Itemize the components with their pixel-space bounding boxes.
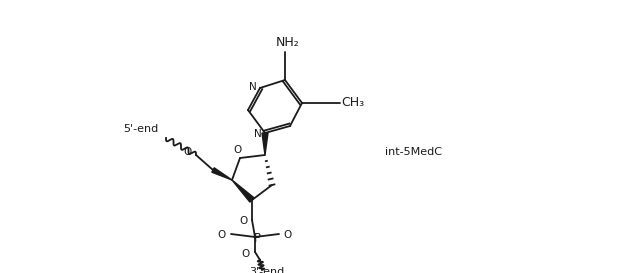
Text: O: O (284, 230, 292, 240)
Polygon shape (232, 180, 254, 202)
Text: 3'-end: 3'-end (249, 267, 285, 273)
Text: NH₂: NH₂ (276, 35, 300, 49)
Text: O: O (242, 249, 250, 259)
Text: O: O (184, 147, 192, 157)
Text: O: O (218, 230, 226, 240)
Text: O: O (239, 216, 247, 226)
Text: CH₃: CH₃ (342, 96, 365, 109)
Text: N: N (254, 129, 262, 139)
Polygon shape (212, 168, 232, 180)
Text: int-5MedC: int-5MedC (385, 147, 442, 157)
Text: N: N (249, 82, 257, 92)
Polygon shape (262, 133, 268, 155)
Text: P: P (254, 233, 260, 245)
Text: 5'-end: 5'-end (123, 124, 159, 134)
Text: O: O (234, 145, 242, 155)
